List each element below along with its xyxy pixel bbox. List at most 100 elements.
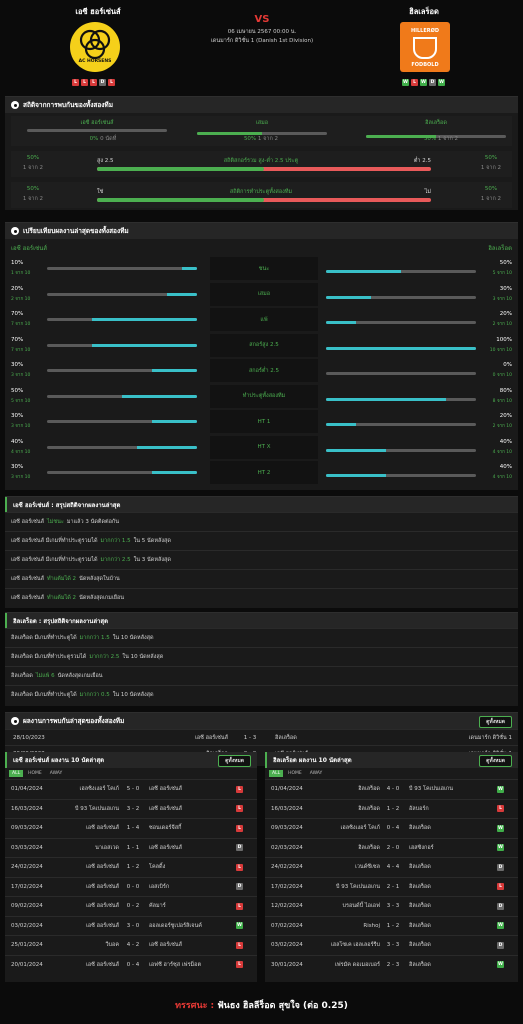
last10-row[interactable]: 17/02/2024 เอซี ฮอร์เซ่นส์ 0 - 0 เอสเบิร์ก D [5,876,257,897]
btts-right-sub: 1 จาก 2 [480,196,502,202]
summary-text: ฮิลเลร็อด มีเกมที่ทำประตูได้ [11,692,77,698]
compare-home-pct: 10% [11,260,24,266]
last10-row[interactable]: 30/01/2024 เฟรมัค ดอเมอเบอร์ 2 - 3 ฮิลเลร็อ… [265,954,518,975]
match-score: 5 - 0 [126,786,140,793]
match-score: 2 - 3 [386,961,400,968]
tab-all[interactable]: ALL [269,770,284,777]
summary-text: ฮิลเลร็อด มีเกมที่ทำประตูรวมได้ [11,654,87,660]
home-team: บี 93 โคเปนเฮเกน [336,883,380,890]
h2h-result-row[interactable]: 28/10/2023 เอซี ฮอร์เซ่นส์ 1 - 3 ฮิลเลร็อด เ… [5,729,518,745]
compare-label: ชนะ [210,257,318,280]
compare-away-name: ฮิลเลร็อด [488,245,512,252]
ou-right-sub: 1 จาก 2 [480,165,502,171]
tab-all[interactable]: ALL [9,770,24,777]
last10-home-title: เอซี ฮอร์เซ่นส์ ผลงาน 10 นัดล่าสุด ดูทั้… [5,752,257,768]
last10-row[interactable]: 03/02/2024 เฮลโซเค เฮลเลอร์รีบ 3 - 3 ฮิลเลร… [265,935,518,955]
home-result-badge: L [108,79,115,86]
away-team: ออลเดอร์ชูเปอร์ลิเจนค์ [149,922,202,929]
last10-row[interactable]: 24/02/2024 เอซี ฮอร์เซ่นส์ 1 - 2 โคลดิ้ง L [5,857,257,877]
ou-left-label: สูง 2.5 [97,158,114,164]
match-date: 09/02/2024 [11,903,43,910]
summary-text: ใน 5 นัดหลังสุด [133,538,171,544]
last10-row[interactable]: 01/04/2024 เฮลซิงเงอร์ โคเก้ 5 - 0 เอซี ฮอร… [5,779,257,799]
compare-home-sub: 5 จาก 10 [11,398,31,404]
h2h-draw-pct: 50% 1 จาก 2 [243,136,279,142]
away-team-logo: HILLERØD FODBOLD [400,22,450,72]
tab-home[interactable]: HOME [288,771,302,776]
summary-line: เอซี ฮอร์เซ่นส์ ทำแต้มได้ 2 นัดหลังสุดในบ้… [5,569,518,588]
summary-text: นัดหลังสุดเกมเยือน [79,595,125,601]
compare-home-bar [47,267,197,270]
compare-row: 30% 3 จาก 10 สกอร์ต่ำ 2.5 0% 0 จาก 10 [5,359,518,383]
h2h-view-all-button[interactable]: ดูทั้งหมด [479,716,512,728]
match-score: 3 - 0 [126,922,140,929]
last10-row[interactable]: 02/03/2024 ฮิลเลร็อด 2 - 0 เฮสซิงกอร์ W [265,837,518,858]
tab-home[interactable]: HOME [28,771,42,776]
last10-row[interactable]: 16/03/2024 ฮิลเลร็อด 1 - 2 อัลบอร์ก L [265,798,518,819]
match-score: 0 - 4 [126,961,140,968]
home-team: เอซี ฮอร์เซ่นส์ [194,734,228,741]
home-result-badge: D [99,79,106,86]
last10-row[interactable]: 25/01/2024 วีบอค 4 - 2 เอซี ฮอร์เซ่นส์ L [5,935,257,955]
away-result-badge: L [411,79,418,86]
ou-right-pct: 50% [484,155,498,161]
last10-row[interactable]: 01/04/2024 ฮิลเลร็อด 4 - 0 บี 93 โคเปนเฮเกน… [265,779,518,799]
home-team-logo: AC HORSENS [70,22,120,72]
last10-row[interactable]: 09/03/2024 เอซี ฮอร์เซ่นส์ 1 - 4 ซอนเดอร์จี… [5,818,257,838]
away-team: ฮิลเลร็อด [409,961,431,968]
home-result-badge: L [90,79,97,86]
h2h-draw-bar [197,132,327,135]
match-date: 09/03/2024 [11,825,43,832]
away-team: เอฟซี ฮาร์ซุส เฟรม็อต [149,961,202,968]
compare-away-sub: 5 จาก 10 [492,271,512,276]
last10-row[interactable]: 03/03/2024 นาเอสเวด 1 - 1 เอซี ฮอร์เซ่นส์ D [5,837,257,858]
compare-home-pct: 30% [11,413,24,419]
summary-text: ฮิลเลร็อด [11,673,33,679]
compare-label: เสมอ [210,282,318,306]
last10-row[interactable]: 07/02/2024 Rishoj 1 - 2 ฮิลเลร็อด W [265,915,518,936]
match-date: 16/03/2024 [11,805,43,812]
match-score: 0 - 4 [386,825,400,832]
tab-away[interactable]: AWAY [49,771,63,776]
compare-home-pct: 50% [11,387,24,394]
away-team: ฮิลเลร็อด [275,734,297,741]
last10-home-view-all-button[interactable]: ดูทั้งหมด [218,755,251,767]
last10-row[interactable]: 09/03/2024 เฮลซิงเงอร์ โคเก้ 0 - 4 ฮิลเลร็อ… [265,818,518,838]
compare-away-sub: 8 จาก 10 [492,398,512,404]
ou-left-pct: 50% [26,155,40,161]
summary-text: นัดหลังสุดในบ้าน [79,576,120,582]
summary-line: เอซี ฮอร์เซ่นส์ มีเกมที่ทำประตูรวมได้ มาก… [5,550,518,569]
last10-row[interactable]: 09/02/2024 เอซี ฮอร์เซ่นส์ 0 - 2 คัลมาร์ L [5,896,257,916]
compare-row: 70% 7 จาก 10 สกอร์สูง 2.5 100% 10 จาก 10 [5,333,518,358]
result-badge: W [497,844,504,852]
last10-away-view-all-button[interactable]: ดูทั้งหมด [479,755,512,767]
home-team: เอซี ฮอร์เซ่นส์ [85,903,119,910]
match-date: 24/02/2024 [11,864,43,871]
last10-row[interactable]: 16/03/2024 บี 93 โคเปนเฮเกน 3 - 2 เอซี ฮอร์… [5,798,257,819]
result-badge: L [236,941,243,949]
home-team: เฟรมัค ดอเมอเบอร์ [334,961,380,968]
match-date: 01/04/2024 [271,786,303,793]
vs-label: VS [254,14,270,25]
summary-line: ฮิลเลร็อด มีเกมที่ทำประตูได้ มากกว่า 1.5 ใ… [5,628,518,647]
last10-row[interactable]: 17/02/2024 บี 93 โคเปนเฮเกน 2 - 1 ฮิลเลร็อด… [265,876,518,897]
match-date: 06 เมษายน 2567 00:00 น. [227,29,297,35]
match-date: 12/02/2024 [271,903,303,910]
summary-highlight: มากกว่า 2.5 [89,654,120,660]
away-logo-bottom-text: FODBOLD [411,62,439,68]
compare-home-sub: 1 จาก 10 [11,271,31,276]
compare-away-sub: 10 จาก 10 [489,347,512,353]
last10-row[interactable]: 24/02/2024 เวนด์ซีเซล 4 - 4 ฮิลเลร็อด D [265,857,518,877]
last10-row[interactable]: 03/02/2024 เอซี ฮอร์เซ่นส์ 3 - 0 ออลเดอร์ชู… [5,915,257,936]
last10-row[interactable]: 20/01/2024 เอซี ฮอร์เซ่นส์ 0 - 4 เอฟซี ฮาร์… [5,954,257,975]
result-badge: L [236,824,243,832]
away-team: เอสเบิร์ก [149,883,170,890]
match-date: 07/02/2024 [271,922,303,929]
compare-away-pct: 40% [499,438,512,445]
compare-away-bar [326,372,476,375]
last10-row[interactable]: 12/02/2024 บรอนด์บี้ ไอเอฟ 3 - 3 ฮิลเลร็อด D [265,896,518,916]
compare-home-bar [47,343,197,347]
summary-highlight: มากกว่า 2.5 [100,557,131,563]
tab-away[interactable]: AWAY [309,771,323,776]
